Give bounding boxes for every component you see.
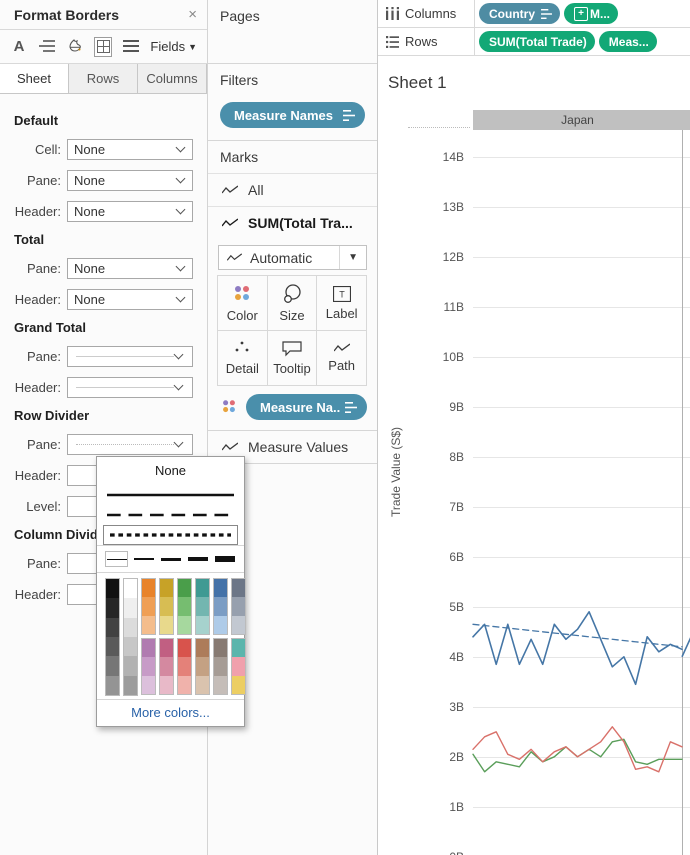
svg-text:T: T	[339, 289, 345, 299]
